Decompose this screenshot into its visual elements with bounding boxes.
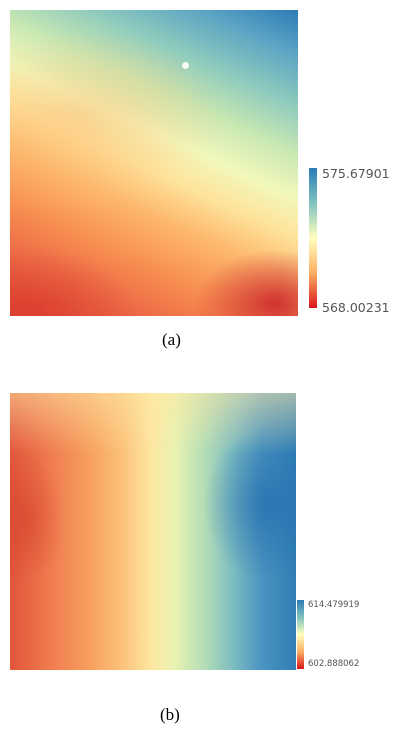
legend-a-max-label: 575.67901 [322, 166, 390, 181]
legend-a-min-label: 568.00231 [322, 300, 390, 315]
map-a-shade-bottom-left [10, 10, 298, 316]
legend-b-min-label: 602.888062 [308, 659, 360, 669]
map-b-shade-left [10, 393, 296, 670]
map-a-bright-spot [182, 62, 189, 69]
legend-b-colorbar [297, 600, 304, 669]
legend-a-colorbar [309, 168, 317, 308]
caption-b: (b) [160, 705, 180, 724]
elevation-map-a [10, 10, 298, 316]
legend-b-max-label: 614.479919 [308, 600, 360, 610]
elevation-map-b [10, 393, 296, 670]
caption-a: (a) [162, 330, 181, 349]
